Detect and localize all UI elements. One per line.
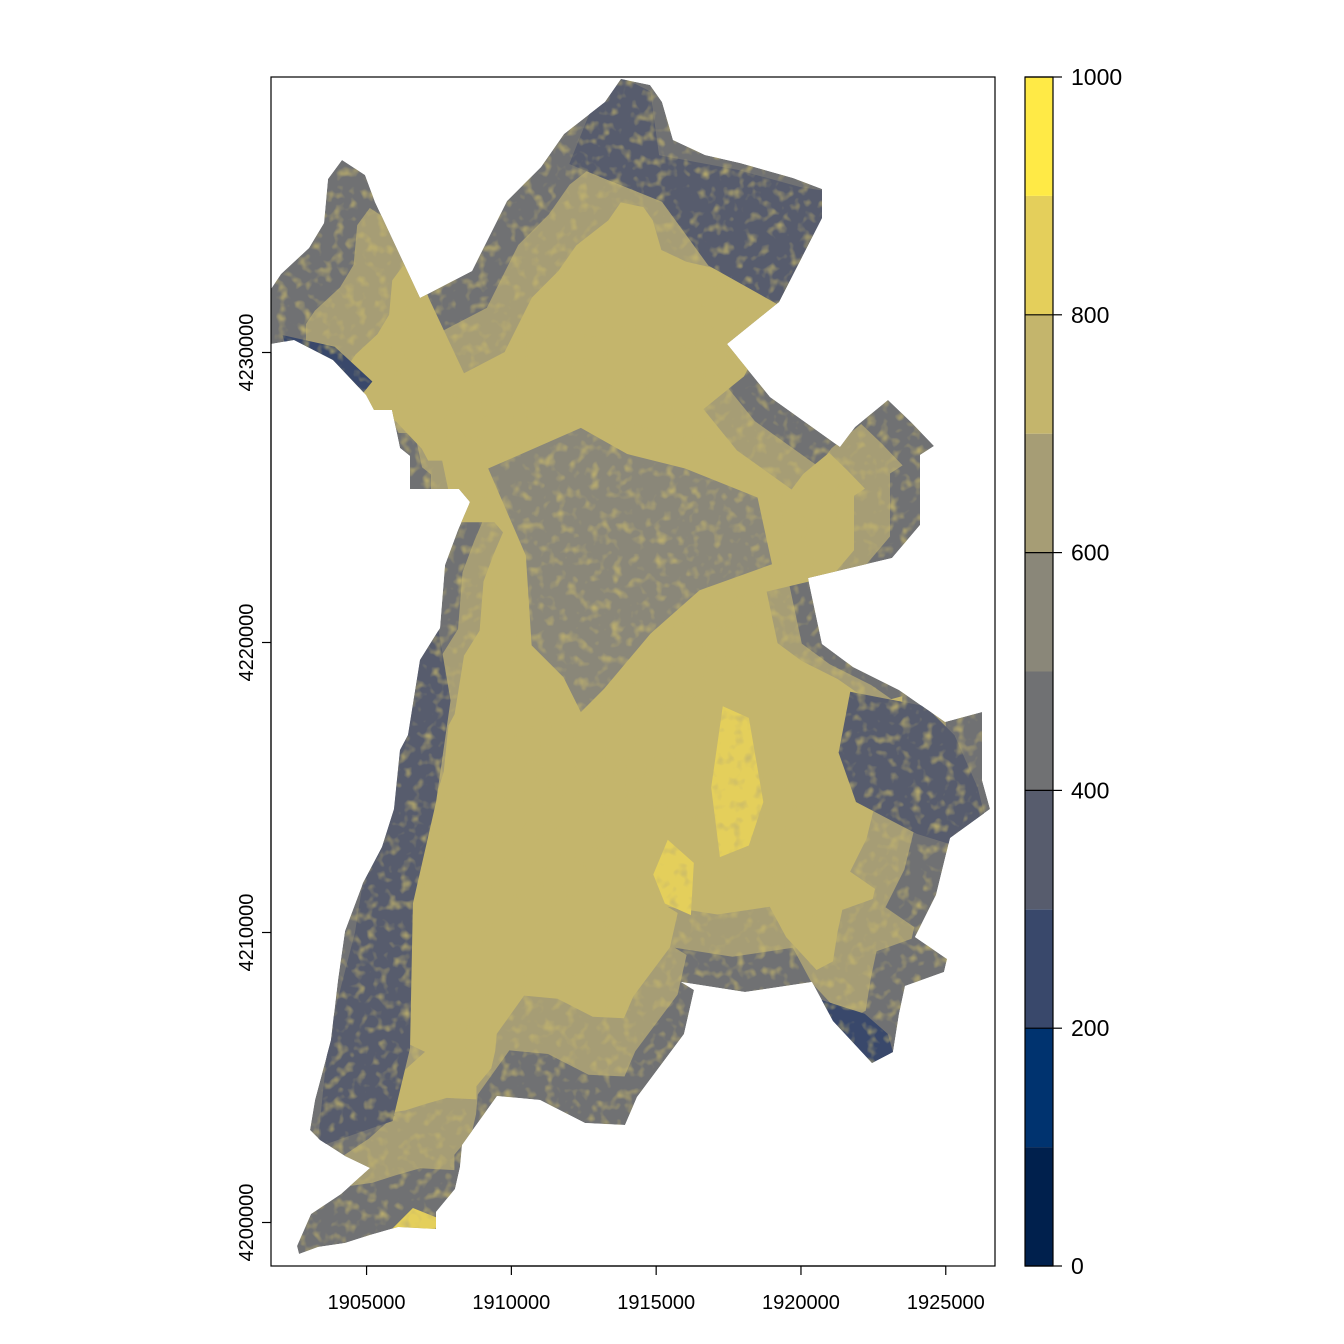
legend-band-6 xyxy=(1025,433,1053,553)
x-tick-label: 1920000 xyxy=(762,1292,840,1314)
legend-tick-label: 400 xyxy=(1071,777,1109,803)
elevation-zone-9 xyxy=(436,184,489,251)
y-axis: 4200000 4210000 4220000 4230000 xyxy=(236,314,272,1262)
x-tick-label: 1910000 xyxy=(472,1292,550,1314)
legend-bands xyxy=(1025,77,1053,1266)
legend-band-3 xyxy=(1025,790,1053,910)
y-tick-label: 4200000 xyxy=(236,1184,258,1262)
color-legend: 0 200 400 600 800 1000 xyxy=(1024,64,1122,1279)
legend-band-4 xyxy=(1025,671,1053,791)
legend-band-8 xyxy=(1025,195,1053,315)
y-tick-label: 4230000 xyxy=(236,314,258,392)
legend-band-1 xyxy=(1025,1028,1053,1148)
elevation-raster xyxy=(271,79,990,1254)
legend-band-5 xyxy=(1025,552,1053,672)
legend-tick-label: 800 xyxy=(1071,302,1109,328)
legend-tick-label: 600 xyxy=(1071,540,1109,566)
legend-ticks: 0 200 400 600 800 1000 xyxy=(1025,64,1122,1279)
legend-tick-label: 1000 xyxy=(1071,64,1122,90)
legend-band-7 xyxy=(1025,314,1053,434)
x-tick-label: 1905000 xyxy=(328,1292,406,1314)
legend-band-9 xyxy=(1025,77,1053,196)
legend-band-0 xyxy=(1025,1147,1053,1266)
x-tick-label: 1925000 xyxy=(907,1292,985,1314)
terrain-texture-light xyxy=(271,79,990,1254)
x-axis: 1905000 1910000 1915000 1920000 1925000 xyxy=(328,1265,985,1314)
y-tick-label: 4210000 xyxy=(236,894,258,972)
legend-tick-label: 0 xyxy=(1071,1253,1084,1279)
x-tick-label: 1915000 xyxy=(617,1292,695,1314)
legend-tick-label: 200 xyxy=(1071,1015,1109,1041)
legend-band-2 xyxy=(1025,909,1053,1029)
y-tick-label: 4220000 xyxy=(236,604,258,682)
